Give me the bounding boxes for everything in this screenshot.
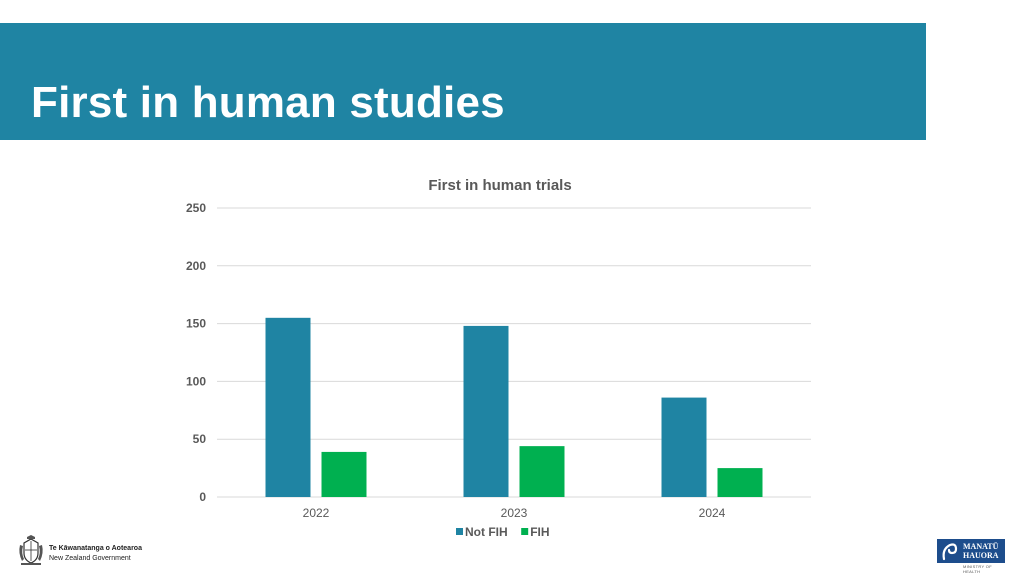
koru-icon [942, 543, 958, 561]
header-band: First in human studies [0, 23, 926, 140]
bar [519, 446, 565, 497]
coat-of-arms-icon [19, 535, 43, 565]
ministry-subtitle: MINISTRY OF HEALTH [963, 564, 992, 574]
slide-title: First in human studies [31, 78, 505, 127]
legend-label: FIH [530, 525, 549, 539]
y-tick-label: 150 [186, 317, 206, 331]
bar [661, 397, 707, 497]
y-tick-label: 0 [199, 490, 206, 504]
bar [463, 325, 509, 497]
chart-title: First in human trials [428, 177, 571, 194]
gov-name-maori: Te Kāwanatanga o Aotearoa [49, 545, 142, 552]
gov-name-english: New Zealand Government [49, 555, 131, 562]
legend-swatch [456, 528, 463, 535]
x-tick-label: 2024 [699, 506, 726, 520]
ministry-logo-box: MANATŪ HAUORA [937, 539, 1005, 563]
y-tick-label: 200 [186, 259, 206, 273]
y-tick-label: 250 [186, 201, 206, 215]
ministry-line-1: MANATŪ [963, 542, 999, 551]
y-tick-label: 50 [193, 432, 207, 446]
bar [717, 468, 763, 497]
nz-government-logo: Te Kāwanatanga o Aotearoa New Zealand Go… [16, 535, 146, 567]
legend-swatch [521, 528, 529, 535]
x-tick-label: 2022 [303, 506, 330, 520]
ministry-of-health-logo: MANATŪ HAUORA MINISTRY OF HEALTH [937, 539, 1005, 574]
ministry-line-2: HAUORA [963, 551, 999, 560]
x-tick-label: 2023 [501, 506, 528, 520]
legend-label: Not FIH [465, 525, 508, 539]
bar [321, 451, 367, 497]
bar [265, 317, 311, 497]
y-tick-label: 100 [186, 374, 206, 388]
